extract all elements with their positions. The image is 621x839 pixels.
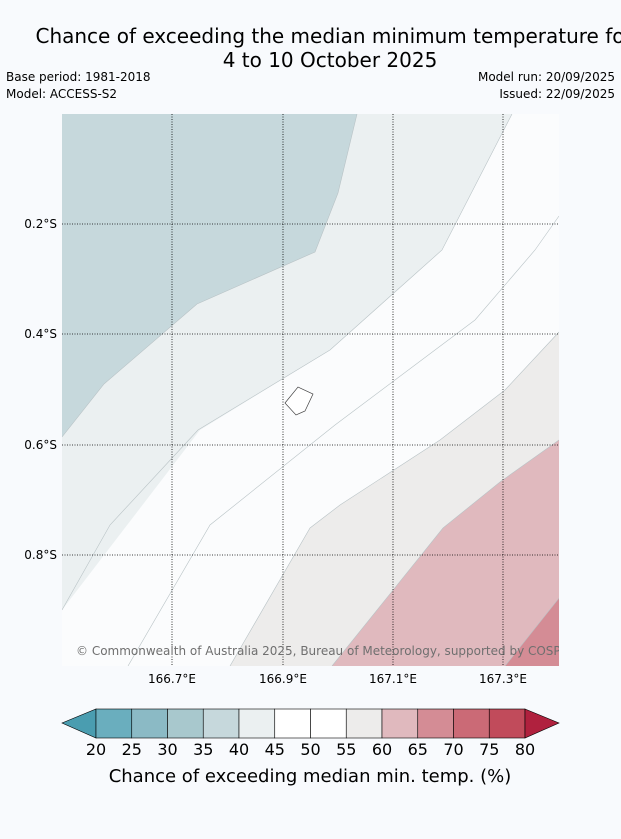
title-line-1: Chance of exceeding the median minimum t… xyxy=(35,24,621,48)
lat-label: 0.8°S xyxy=(24,548,57,562)
model-run: Model run: 20/09/2025 xyxy=(477,70,615,84)
lat-label: 0.6°S xyxy=(24,438,57,452)
colorbar-tick-labels: 20 25 30 35 40 45 50 55 60 65 70 75 80 xyxy=(86,740,535,759)
colorbar-bin xyxy=(202,708,240,739)
colorbar-bin xyxy=(417,708,454,739)
map-area: © Commonwealth of Australia 2025, Bureau… xyxy=(62,114,581,666)
contour-line xyxy=(62,114,358,438)
contour-line xyxy=(229,331,559,666)
meta-right: Model run: 20/09/2025 Issued: 22/09/2025 xyxy=(478,69,615,103)
colorbar-bin xyxy=(131,708,168,739)
lat-label: 0.2°S xyxy=(24,217,57,231)
colorbar-bin xyxy=(381,708,419,739)
colorbar-bin xyxy=(488,708,526,739)
base-period: Base period: 1981-2018 xyxy=(6,70,151,84)
colorbar-bin xyxy=(167,708,204,739)
colorbar-bin xyxy=(310,708,347,739)
model-name: Model: ACCESS-S2 xyxy=(6,87,118,101)
issued-date: Issued: 22/09/2025 xyxy=(499,87,615,101)
contour-lines xyxy=(62,114,559,666)
nauru-island-outline xyxy=(284,386,314,416)
colorbar-tick-label: 70 xyxy=(443,740,463,759)
chart-title: Chance of exceeding the median minimum t… xyxy=(0,24,621,72)
colorbar-tick-label: 25 xyxy=(122,740,142,759)
colorbar-tick-label: 65 xyxy=(408,740,428,759)
title-line-2: 4 to 10 October 2025 xyxy=(222,48,438,72)
longitude-labels: 166.7°E 166.9°E 167.1°E 167.3°E xyxy=(148,672,527,686)
contour-line xyxy=(331,439,559,666)
colorbar-tick-label: 80 xyxy=(515,740,535,759)
colorbar-bin xyxy=(95,708,133,739)
colorbar-low-extend xyxy=(61,708,97,739)
colorbar-tick-label: 55 xyxy=(336,740,356,759)
contour-line xyxy=(504,597,559,666)
colorbar-tick-label: 75 xyxy=(479,740,499,759)
colorbar-tick-label: 60 xyxy=(372,740,392,759)
lon-label: 166.9°E xyxy=(259,672,307,686)
lon-label: 167.1°E xyxy=(369,672,417,686)
lon-label: 167.3°E xyxy=(479,672,527,686)
colorbar: 20 25 30 35 40 45 50 55 60 65 70 75 80 Chance of exc… xyxy=(61,708,560,787)
lat-label: 0.4°S xyxy=(24,327,57,341)
colorbar-bin xyxy=(274,708,311,739)
gridlines xyxy=(62,114,559,666)
contour-line xyxy=(127,215,559,666)
contour-line xyxy=(62,114,513,611)
colorbar-title: Chance of exceeding median min. temp. (%… xyxy=(109,766,512,787)
colorbar-tick-label: 30 xyxy=(157,740,177,759)
colorbar-high-extend xyxy=(524,708,560,739)
colorbar-bin xyxy=(345,708,383,739)
colorbar-bin xyxy=(453,708,490,739)
colorbar-tick-label: 50 xyxy=(300,740,320,759)
colorbar-tick-label: 40 xyxy=(229,740,249,759)
copyright-text: © Commonwealth of Australia 2025, Bureau… xyxy=(76,644,581,658)
colorbar-tick-label: 45 xyxy=(265,740,285,759)
meta-left: Base period: 1981-2018 Model: ACCESS-S2 xyxy=(6,69,151,103)
colorbar-bin xyxy=(238,708,276,739)
colorbar-tick-label: 35 xyxy=(193,740,213,759)
lon-label: 166.7°E xyxy=(148,672,196,686)
colorbar-bins xyxy=(95,708,526,739)
latitude-labels: 0.2°S 0.4°S 0.6°S 0.8°S xyxy=(24,217,57,562)
colorbar-tick-label: 20 xyxy=(86,740,106,759)
zone-60-65 xyxy=(332,440,559,666)
